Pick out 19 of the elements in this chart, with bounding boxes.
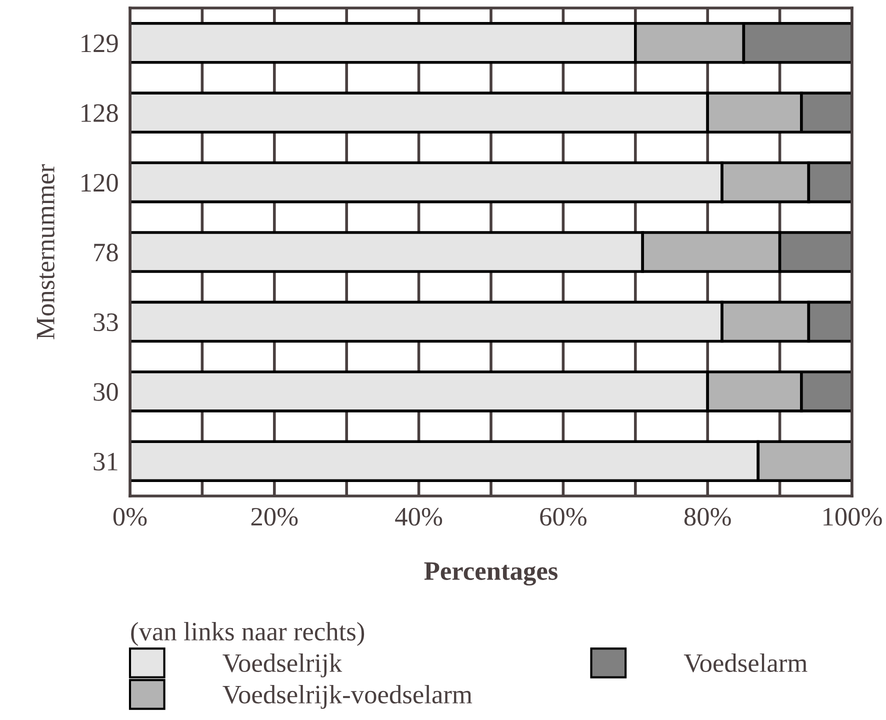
legend-label: Voedselrijk-voedselarm: [222, 684, 472, 709]
y-tick-label: 128: [82, 104, 118, 122]
legend-title: (van links naar rechts): [131, 622, 364, 646]
x-tick-label: 0%: [113, 508, 147, 526]
legend-label: Voedselrijk: [222, 653, 342, 678]
y-tick-label: 31: [94, 452, 118, 471]
x-tick-label: 40%: [395, 508, 442, 526]
x-tick-label: 60%: [540, 508, 586, 526]
x-tick-label: 80%: [684, 508, 731, 526]
legend-label: Voedselarm: [684, 653, 808, 672]
y-tick-label: 120: [82, 174, 118, 192]
y-axis-title: Monsternummer: [36, 164, 54, 340]
y-tick-label: 33: [94, 313, 118, 332]
x-axis-title: Percentages: [424, 562, 558, 586]
y-tick-label: 129: [82, 34, 118, 52]
y-tick-label: 30: [94, 383, 118, 401]
y-tick-label: 78: [94, 244, 118, 262]
x-tick-label: 100%: [824, 508, 882, 526]
x-tick-label: 20%: [251, 508, 298, 526]
